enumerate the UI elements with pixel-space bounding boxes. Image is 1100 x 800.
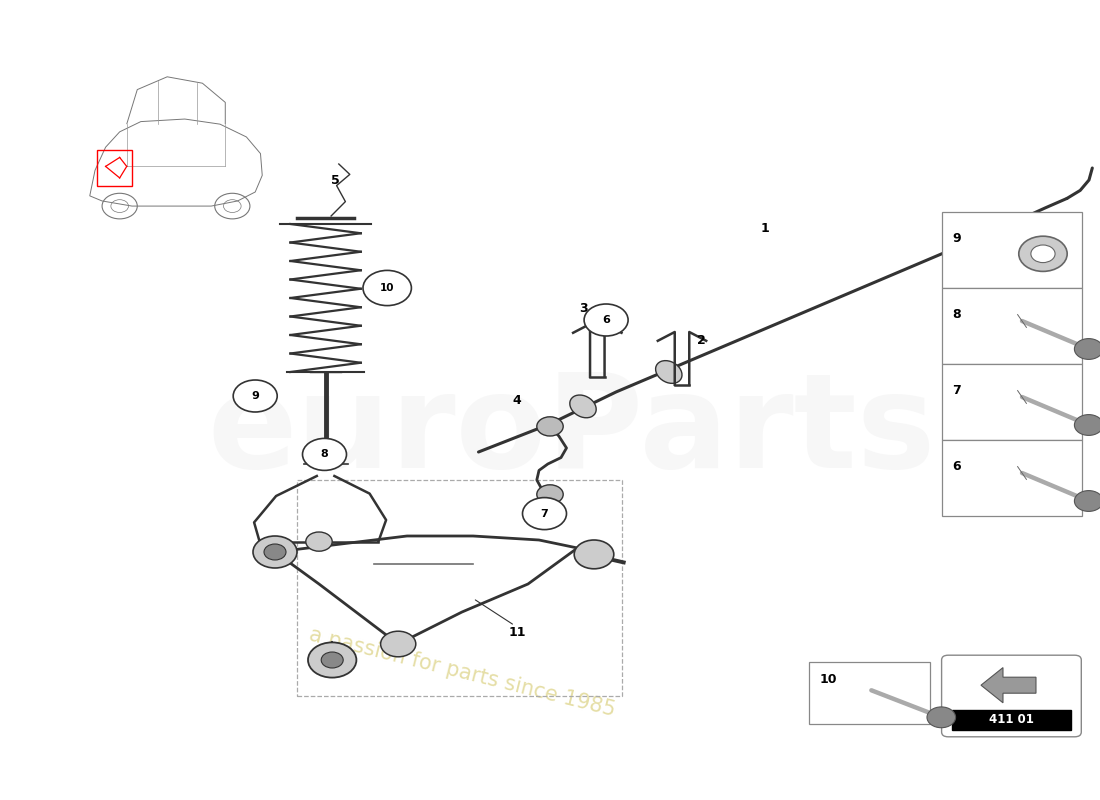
Circle shape (537, 485, 563, 504)
Text: 7: 7 (540, 509, 549, 518)
Text: euroParts: euroParts (208, 369, 936, 495)
Text: 10: 10 (379, 283, 395, 293)
Text: 2: 2 (697, 334, 706, 346)
Circle shape (522, 498, 566, 530)
Bar (942, 364, 1082, 440)
Text: 3: 3 (579, 302, 587, 314)
Circle shape (927, 707, 956, 728)
Circle shape (308, 642, 356, 678)
Text: 9: 9 (251, 391, 260, 401)
Circle shape (574, 540, 614, 569)
Circle shape (363, 270, 411, 306)
Text: 11: 11 (508, 626, 526, 638)
Text: 1: 1 (760, 222, 769, 234)
Circle shape (1019, 236, 1067, 271)
Circle shape (1031, 245, 1055, 262)
Circle shape (537, 417, 563, 436)
Ellipse shape (656, 361, 682, 383)
Bar (942, 288, 1082, 364)
Text: 411 01: 411 01 (989, 713, 1034, 726)
Ellipse shape (570, 395, 596, 418)
Circle shape (1075, 414, 1100, 435)
Text: 10: 10 (820, 673, 837, 686)
Text: 8: 8 (320, 450, 329, 459)
Circle shape (306, 532, 332, 551)
Text: a passion for parts since 1985: a passion for parts since 1985 (307, 624, 617, 720)
Bar (952, 710, 1071, 730)
Text: 7: 7 (953, 384, 961, 397)
Bar (297, 480, 622, 696)
Polygon shape (981, 667, 1036, 702)
Bar (808, 662, 930, 724)
Circle shape (253, 536, 297, 568)
Circle shape (321, 652, 343, 668)
Text: 4: 4 (513, 394, 521, 406)
Circle shape (584, 304, 628, 336)
Circle shape (302, 438, 346, 470)
Text: 8: 8 (953, 308, 961, 321)
Circle shape (381, 631, 416, 657)
Text: 6: 6 (953, 460, 961, 473)
Text: 6: 6 (602, 315, 610, 325)
FancyBboxPatch shape (942, 655, 1081, 737)
Bar (942, 440, 1082, 516)
Text: 5: 5 (331, 174, 340, 186)
Bar (942, 212, 1082, 288)
Circle shape (233, 380, 277, 412)
Circle shape (1075, 338, 1100, 359)
Text: 9: 9 (953, 232, 961, 245)
Circle shape (1075, 490, 1100, 511)
Circle shape (264, 544, 286, 560)
